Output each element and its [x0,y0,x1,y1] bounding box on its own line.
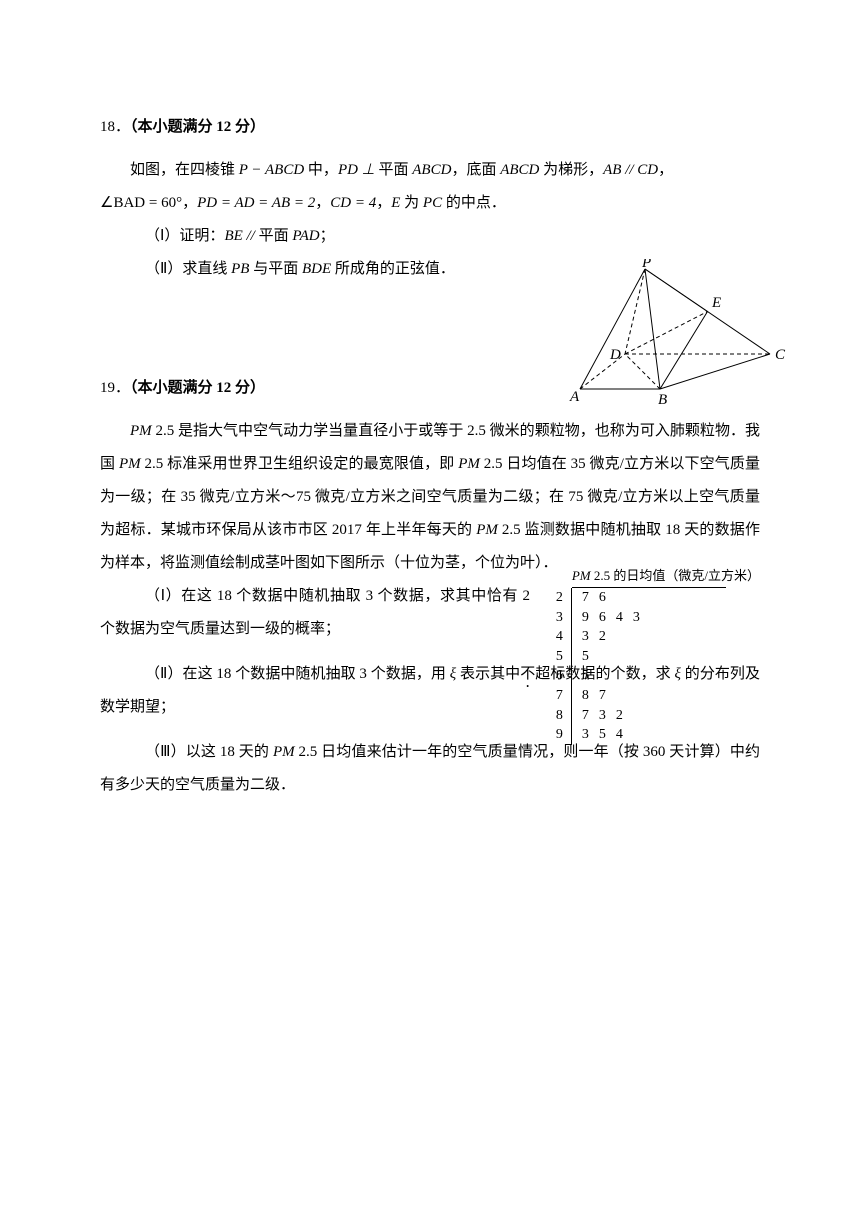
stemleaf-row: 39643 [554,608,760,628]
math-pb: PB [231,261,249,277]
label-a: A [569,389,580,405]
math-pabcd: P − ABCD [239,162,304,178]
math-pm: PM [119,456,141,472]
text: （Ⅰ）证明： [145,228,224,244]
text: （Ⅲ）以这 18 天的 [145,744,273,760]
stem: 5 [554,647,572,667]
text: 与平面 [249,261,302,277]
stem: 3 [554,608,572,628]
leaf: 9643 [572,608,650,628]
leaf: 732 [572,706,633,726]
leaf: 354 [572,725,633,745]
text: 所成角的正弦值． [331,261,455,277]
math-be: BE // [224,228,258,244]
stemleaf-row: 65 [554,666,760,686]
text: 中， [304,162,338,178]
problem-18: 18．（本小题满分 12 分） 如图，在四棱锥 P − ABCD 中，PD ⊥ … [100,115,760,286]
stemleaf-title: PM 2.5 的日均值（微克/立方米） [572,565,760,588]
stem: 9 [554,725,572,745]
problem-19: 19．（本小题满分 12 分） PM 2.5 是指大气中空气动力学当量直径小于或… [100,376,760,802]
math-abcd2: ABCD [500,162,539,178]
text: 为 [400,195,423,211]
stemleaf-row: 55 [554,647,760,667]
math-pd-perp: PD ⊥ [338,162,375,178]
stem: 2 [554,588,572,608]
text: ， [658,162,673,178]
emphasis-bu: 不 [520,666,535,682]
math-cd4: CD = 4 [330,195,376,211]
leaf: 5 [572,647,599,667]
math-bde: BDE [302,261,331,277]
p19-sub3: （Ⅲ）以这 18 天的 PM 2.5 日均值来估计一年的空气质量情况，则一年（按… [100,736,760,802]
text: 为梯形， [539,162,603,178]
p19-sub1: （Ⅰ）在这 18 个数据中随机抽取 3 个数据，求其中恰有 2 个数据为空气质量… [100,580,530,646]
label-e: E [711,295,721,311]
label-p: P [641,259,651,271]
text: ，底面 [451,162,500,178]
stemleaf-title-text: 2.5 的日均值（微克/立方米） [594,568,760,583]
p18-sub1: （Ⅰ）证明：BE // 平面 PAD； [100,220,760,253]
math-pm: PM [476,522,498,538]
stemleaf-row: 9354 [554,725,760,745]
math-pdadab: PD = AD = AB = 2 [197,195,315,211]
leaf: 76 [572,588,616,608]
stemleaf-plot: PM 2.5 的日均值（微克/立方米） 276 39643 432 55 65 … [554,565,760,745]
pyramid-svg: P E D C A B [560,259,790,409]
leaf: 5 [572,666,599,686]
problem-18-title: 18．（本小题满分 12 分） [100,115,760,136]
stemleaf-row: 432 [554,627,760,647]
stemleaf-row: 276 [554,588,760,608]
leaf: 87 [572,686,616,706]
label-d: D [609,347,621,363]
math-ab-cd: AB // CD [603,162,658,178]
text: 平面 [259,228,293,244]
text: （Ⅱ）在这 18 个数据中随机抽取 3 个数据，用 [145,666,450,682]
problem-18-body: 如图，在四棱锥 P − ABCD 中，PD ⊥ 平面 ABCD，底面 ABCD … [100,154,760,286]
math-abcd: ABCD [412,162,451,178]
text: （Ⅱ）求直线 [145,261,231,277]
problem-number: 18． [100,119,130,135]
text: ， [315,195,330,211]
math-pad: PAD [292,228,319,244]
p19-para1: PM 2.5 是指大气中空气动力学当量直径小于或等于 2.5 微米的颗粒物，也称… [100,415,760,580]
math-pm: PM [273,744,295,760]
math-pc: PC [423,195,442,211]
stemleaf-row: 787 [554,686,760,706]
problem-points: （本小题满分 12 分） [130,119,265,135]
problem-19-body: PM 2.5 是指大气中空气动力学当量直径小于或等于 2.5 微米的颗粒物，也称… [100,415,760,802]
leaf: 32 [572,627,616,647]
math-pm: PM [130,423,152,439]
stem: 6 [554,666,572,686]
pyramid-figure: P E D C A B [560,259,790,414]
text: 的中点． [442,195,506,211]
stem: 8 [554,706,572,726]
label-c: C [775,347,786,363]
stem: 7 [554,686,572,706]
stemleaf-row: 8732 [554,706,760,726]
text: 如图，在四棱锥 [130,162,239,178]
math-pm: PM [458,456,480,472]
text: 2.5 标准采用世界卫生组织设定的最宽限值，即 [141,456,459,472]
text: 平面 [375,162,413,178]
p19-narrow: （Ⅰ）在这 18 个数据中随机抽取 3 个数据，求其中恰有 2 个数据为空气质量… [100,580,530,646]
text: ， [182,195,197,211]
stem: 4 [554,627,572,647]
problem-points: （本小题满分 12 分） [130,380,265,396]
p18-line1: 如图，在四棱锥 P − ABCD 中，PD ⊥ 平面 ABCD，底面 ABCD … [100,154,760,187]
math-bad: ∠BAD = 60° [100,195,182,211]
text: ， [376,195,391,211]
text: ； [320,228,335,244]
label-b: B [658,392,667,408]
problem-number: 19． [100,380,130,396]
p18-line2: ∠BAD = 60°，PD = AD = AB = 2，CD = 4，E 为 P… [100,187,760,220]
math-pm: PM [572,568,591,583]
text: 表示其中 [456,666,520,682]
